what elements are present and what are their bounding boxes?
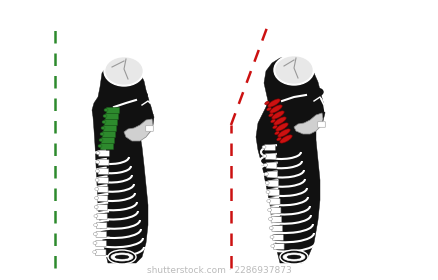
Ellipse shape bbox=[100, 132, 104, 136]
FancyBboxPatch shape bbox=[98, 169, 109, 174]
Ellipse shape bbox=[276, 123, 288, 131]
FancyBboxPatch shape bbox=[273, 235, 283, 240]
Ellipse shape bbox=[95, 160, 100, 164]
FancyBboxPatch shape bbox=[265, 154, 276, 159]
FancyBboxPatch shape bbox=[106, 108, 120, 113]
Ellipse shape bbox=[95, 197, 99, 200]
FancyBboxPatch shape bbox=[97, 196, 108, 201]
Ellipse shape bbox=[280, 135, 292, 143]
Ellipse shape bbox=[94, 214, 98, 218]
Ellipse shape bbox=[94, 223, 98, 227]
Ellipse shape bbox=[274, 55, 314, 85]
FancyBboxPatch shape bbox=[100, 144, 113, 150]
FancyBboxPatch shape bbox=[102, 132, 116, 137]
Ellipse shape bbox=[268, 218, 272, 221]
FancyBboxPatch shape bbox=[97, 205, 107, 210]
Ellipse shape bbox=[276, 57, 312, 83]
FancyBboxPatch shape bbox=[269, 199, 280, 204]
FancyBboxPatch shape bbox=[268, 190, 279, 195]
Ellipse shape bbox=[268, 209, 272, 211]
Ellipse shape bbox=[271, 119, 276, 123]
FancyBboxPatch shape bbox=[106, 113, 119, 120]
Ellipse shape bbox=[272, 111, 284, 119]
Ellipse shape bbox=[274, 117, 286, 125]
Text: shutterstock.com · 2286937873: shutterstock.com · 2286937873 bbox=[147, 266, 291, 275]
Ellipse shape bbox=[273, 125, 277, 129]
FancyBboxPatch shape bbox=[98, 187, 108, 192]
Ellipse shape bbox=[277, 137, 281, 141]
FancyBboxPatch shape bbox=[95, 250, 106, 255]
FancyBboxPatch shape bbox=[267, 172, 278, 177]
Ellipse shape bbox=[104, 109, 108, 111]
Ellipse shape bbox=[267, 200, 271, 202]
Polygon shape bbox=[92, 61, 154, 263]
Polygon shape bbox=[256, 57, 325, 263]
Ellipse shape bbox=[115, 255, 129, 259]
Ellipse shape bbox=[137, 92, 147, 99]
Ellipse shape bbox=[275, 131, 279, 135]
FancyBboxPatch shape bbox=[97, 214, 107, 219]
Ellipse shape bbox=[95, 179, 99, 181]
Ellipse shape bbox=[103, 115, 107, 118]
FancyBboxPatch shape bbox=[103, 125, 117, 132]
Ellipse shape bbox=[98, 144, 102, 148]
Ellipse shape bbox=[102, 120, 106, 123]
Ellipse shape bbox=[264, 164, 268, 167]
Ellipse shape bbox=[278, 129, 290, 137]
Ellipse shape bbox=[93, 241, 97, 244]
Ellipse shape bbox=[270, 235, 274, 239]
Ellipse shape bbox=[94, 206, 98, 209]
Ellipse shape bbox=[283, 253, 305, 261]
Ellipse shape bbox=[271, 244, 275, 248]
Ellipse shape bbox=[111, 253, 133, 261]
FancyBboxPatch shape bbox=[96, 223, 107, 228]
FancyBboxPatch shape bbox=[99, 151, 110, 156]
Ellipse shape bbox=[287, 255, 301, 259]
Ellipse shape bbox=[95, 169, 99, 172]
Ellipse shape bbox=[108, 250, 136, 264]
Ellipse shape bbox=[268, 113, 273, 117]
FancyBboxPatch shape bbox=[268, 181, 279, 186]
Ellipse shape bbox=[268, 99, 280, 107]
FancyBboxPatch shape bbox=[266, 163, 277, 168]
Ellipse shape bbox=[280, 250, 308, 264]
FancyBboxPatch shape bbox=[273, 244, 284, 249]
Ellipse shape bbox=[270, 105, 282, 113]
Ellipse shape bbox=[262, 146, 266, 148]
FancyBboxPatch shape bbox=[270, 208, 281, 213]
FancyBboxPatch shape bbox=[272, 226, 283, 231]
FancyBboxPatch shape bbox=[96, 232, 106, 237]
Polygon shape bbox=[124, 119, 153, 141]
Ellipse shape bbox=[104, 56, 144, 86]
Ellipse shape bbox=[106, 58, 142, 84]
Ellipse shape bbox=[265, 172, 268, 176]
Ellipse shape bbox=[267, 107, 271, 111]
Polygon shape bbox=[294, 113, 323, 134]
FancyBboxPatch shape bbox=[318, 122, 325, 127]
Ellipse shape bbox=[265, 101, 269, 105]
Ellipse shape bbox=[313, 88, 323, 95]
Ellipse shape bbox=[266, 190, 270, 193]
Ellipse shape bbox=[263, 155, 267, 158]
Ellipse shape bbox=[96, 151, 100, 155]
Ellipse shape bbox=[93, 251, 97, 253]
FancyBboxPatch shape bbox=[95, 241, 106, 246]
FancyBboxPatch shape bbox=[98, 178, 108, 183]
FancyBboxPatch shape bbox=[105, 120, 117, 125]
FancyBboxPatch shape bbox=[102, 137, 114, 144]
FancyBboxPatch shape bbox=[265, 145, 276, 150]
Ellipse shape bbox=[99, 139, 103, 141]
FancyBboxPatch shape bbox=[271, 217, 282, 222]
Ellipse shape bbox=[93, 232, 97, 235]
FancyBboxPatch shape bbox=[146, 126, 153, 131]
Ellipse shape bbox=[265, 181, 269, 185]
Ellipse shape bbox=[101, 127, 105, 130]
Ellipse shape bbox=[269, 227, 273, 230]
FancyBboxPatch shape bbox=[99, 160, 109, 165]
Ellipse shape bbox=[95, 188, 99, 190]
